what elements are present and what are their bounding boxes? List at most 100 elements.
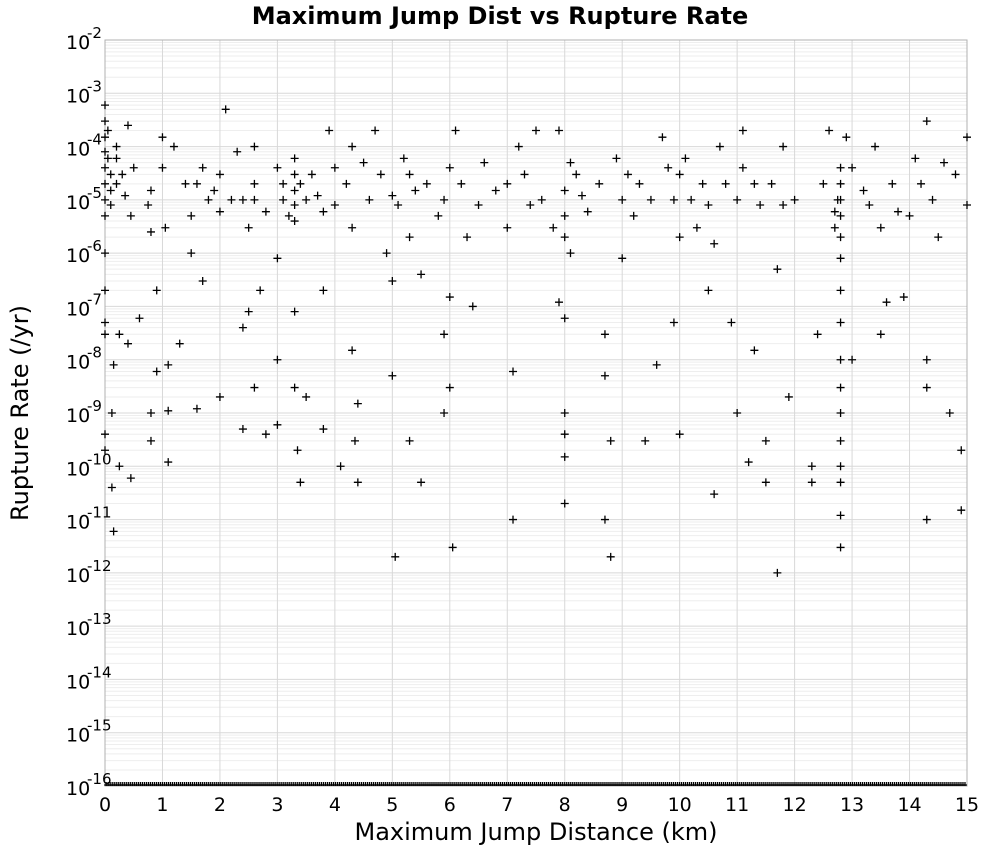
data-point (572, 170, 581, 179)
data-point (144, 201, 153, 210)
data-point (261, 207, 270, 216)
data-point (101, 249, 109, 258)
data-point (440, 330, 449, 339)
data-point (388, 277, 397, 286)
data-point (750, 179, 759, 188)
data-point (520, 170, 529, 179)
data-point (842, 133, 851, 142)
y-tick-label: 10-10 (66, 450, 112, 480)
data-point (957, 446, 966, 455)
data-point (146, 409, 155, 417)
x-axis-label: Maximum Jump Distance (km) (355, 818, 718, 846)
data-point (836, 179, 845, 188)
data-point (669, 195, 678, 204)
data-point (957, 506, 966, 515)
data-point (198, 163, 207, 172)
y-tick-base: 10 (66, 32, 90, 54)
data-point (623, 170, 632, 179)
data-point (319, 286, 328, 295)
data-point (440, 195, 449, 204)
data-point (710, 239, 719, 248)
data-point (434, 211, 443, 220)
data-point (836, 383, 845, 392)
data-point (606, 552, 615, 561)
data-point (394, 201, 403, 210)
data-point (198, 277, 207, 286)
data-point (451, 126, 460, 135)
data-point (836, 462, 845, 471)
x-tick-label: 13 (840, 794, 864, 816)
data-point (687, 195, 696, 204)
data-point (445, 383, 454, 392)
data-point (250, 383, 259, 392)
data-point (391, 552, 400, 561)
data-point (273, 163, 282, 172)
data-point (681, 154, 690, 163)
data-point (187, 211, 196, 220)
data-point (836, 163, 845, 172)
data-point (371, 126, 380, 135)
data-point (905, 211, 914, 220)
x-tick-label: 1 (156, 794, 168, 816)
data-point (115, 330, 124, 339)
data-point (675, 170, 684, 179)
data-point (560, 409, 569, 417)
data-point (595, 179, 604, 188)
data-point (618, 195, 627, 204)
data-point (101, 163, 109, 172)
data-point (359, 158, 368, 167)
y-tick-base: 10 (66, 565, 90, 587)
data-point (859, 186, 868, 195)
data-point (290, 170, 299, 179)
data-point (934, 233, 943, 242)
data-point (836, 436, 845, 445)
data-point (293, 446, 302, 455)
data-point (365, 195, 374, 204)
x-axis-ticks: 0 1 2 3 4 5 6 7 8 9 10 11 12 13 14 15 (99, 794, 979, 816)
x-tick-label: 10 (668, 794, 692, 816)
data-point (922, 383, 931, 392)
data-point (330, 163, 339, 172)
data-point (325, 126, 334, 135)
data-point (951, 170, 960, 179)
data-point (641, 436, 650, 445)
data-point (135, 314, 144, 323)
data-point (600, 371, 609, 380)
data-point (250, 142, 259, 151)
y-tick-exponent: -15 (87, 717, 112, 735)
data-point (192, 179, 201, 188)
data-point (503, 179, 512, 188)
data-point (290, 217, 299, 226)
data-point (101, 330, 109, 339)
data-point (463, 233, 472, 242)
data-point (238, 425, 247, 434)
data-point (290, 154, 299, 163)
data-point (888, 179, 897, 188)
y-tick-exponent: -12 (87, 557, 112, 575)
y-tick-label: 10-15 (66, 717, 112, 747)
x-tick-label: 7 (501, 794, 513, 816)
data-point (106, 201, 115, 210)
data-point (103, 126, 112, 135)
y-tick-base: 10 (66, 405, 90, 427)
data-point (807, 462, 816, 471)
data-point (107, 483, 116, 492)
data-point (112, 179, 121, 188)
data-point (836, 195, 845, 204)
data-point (273, 254, 282, 263)
y-tick-label: 10-4 (66, 131, 102, 161)
data-point (560, 430, 569, 439)
data-point (779, 142, 788, 151)
data-point (836, 478, 845, 487)
data-point (290, 383, 299, 392)
y-axis-ticks: 10-210-310-410-510-610-710-810-910-1010-… (66, 24, 112, 800)
data-point (101, 133, 109, 142)
data-point (899, 293, 908, 302)
data-point (876, 223, 885, 232)
data-point (158, 163, 167, 172)
data-point (152, 286, 161, 295)
data-point (101, 195, 109, 204)
data-point (388, 371, 397, 380)
data-point (101, 318, 109, 327)
data-point (215, 170, 224, 179)
